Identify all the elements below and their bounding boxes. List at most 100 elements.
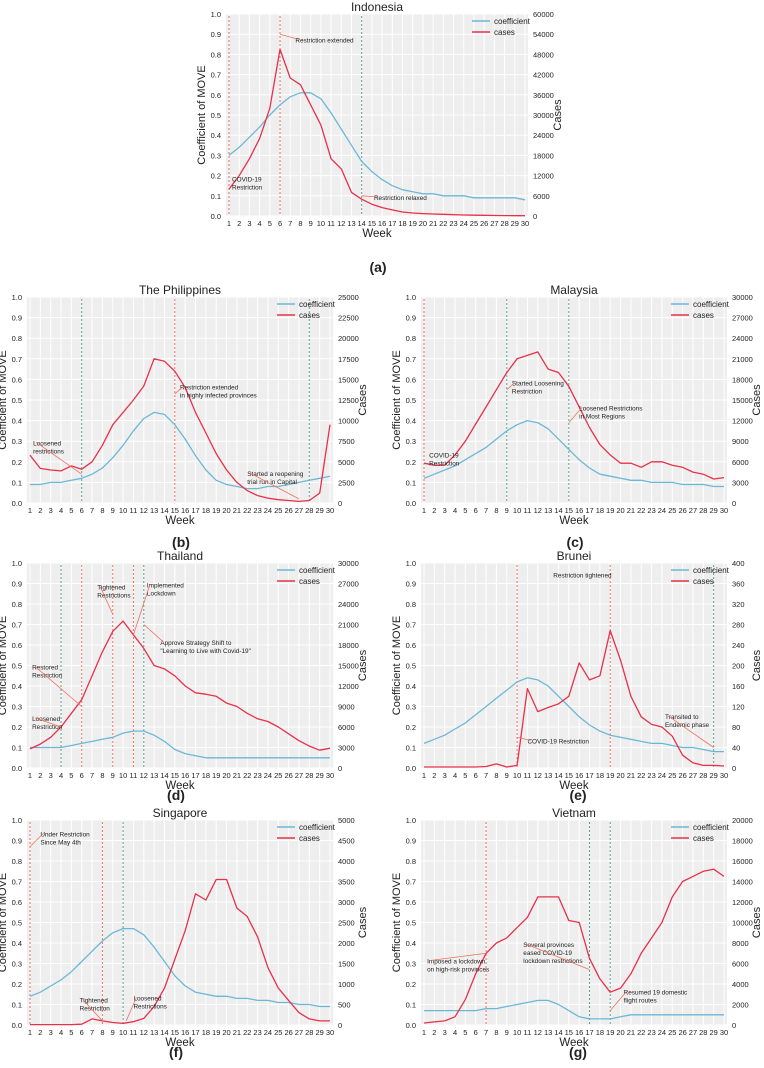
x-tick-label: 4 <box>453 771 457 780</box>
x-tick-label: 14 <box>554 1028 562 1037</box>
y2-tick-label: 0 <box>732 499 736 508</box>
x-tick-label: 13 <box>150 771 158 780</box>
chart-panel-a: Indonesia 0.0 0.1 0.2 0.3 0.4 0.5 0.6 0.7 0.8 0.9 1… <box>196 0 564 275</box>
x-tick-label: 14 <box>554 506 562 515</box>
y2-tick-label: 24000 <box>732 334 753 343</box>
annotation-arrow <box>133 584 151 635</box>
legend-label-cases: cases <box>299 311 320 320</box>
x-tick-label: 5 <box>463 1028 467 1037</box>
y-tick-label: 0.5 <box>12 662 22 671</box>
x-tick-label: 12 <box>534 771 542 780</box>
chart-title: Singapore <box>153 806 208 820</box>
x-tick-label: 3 <box>247 219 251 228</box>
y-tick-label: 0.7 <box>406 621 416 630</box>
x-tick-label: 11 <box>130 506 138 515</box>
x-axis-label: Week <box>165 1037 194 1049</box>
x-tick-label: 9 <box>111 1028 115 1037</box>
y-tick-label: 1.0 <box>406 293 416 302</box>
x-tick-label: 7 <box>484 771 488 780</box>
y2-tick-label: 20000 <box>338 334 359 343</box>
y-tick-label: 0.9 <box>406 837 416 846</box>
x-tick-label: 24 <box>264 771 272 780</box>
y2-tick-label: 7500 <box>338 437 355 446</box>
annotation-text: Loosened Restrictions in Most Regions <box>579 405 642 420</box>
y-tick-label: 0.4 <box>12 939 22 948</box>
x-tick-label: 19 <box>606 771 614 780</box>
x-axis-label: Week <box>559 780 588 792</box>
x-tick-label: 21 <box>627 506 635 515</box>
y2-tick-label: 0 <box>338 764 342 773</box>
x-tick-label: 10 <box>513 771 521 780</box>
series-line-coefficient <box>29 927 330 1008</box>
x-tick-label: 19 <box>212 1028 220 1037</box>
y2-tick-label: 2500 <box>338 478 355 487</box>
x-tick-label: 3 <box>49 1028 53 1037</box>
annotation-text: Imposed a lockdown on high-risk provinces <box>427 959 489 974</box>
y2-tick-label: 48000 <box>533 50 554 59</box>
x-tick-label: 9 <box>505 506 509 515</box>
x-tick-label: 7 <box>288 219 292 228</box>
legend-label-coefficient: coefficient <box>299 823 336 832</box>
x-tick-label: 22 <box>637 506 645 515</box>
y-tick-label: 0.3 <box>12 960 22 969</box>
x-tick-label: 3 <box>443 1028 447 1037</box>
x-tick-label: 5 <box>69 771 73 780</box>
y2-tick-label: 200 <box>732 662 745 671</box>
x-tick-label: 20 <box>616 771 624 780</box>
x-tick-label: 14 <box>554 771 562 780</box>
y2-axis-label: Cases <box>751 649 763 681</box>
x-tick-label: 25 <box>274 1028 282 1037</box>
y2-tick-label: 6000 <box>732 458 749 467</box>
y-tick-label: 0.9 <box>406 580 416 589</box>
y-tick-label: 0.5 <box>211 111 221 120</box>
x-tick-label: 5 <box>69 506 73 515</box>
y-tick-label: 0.3 <box>12 437 22 446</box>
y-tick-label: 1.0 <box>406 816 416 825</box>
annotation-arrow <box>250 472 300 500</box>
y-axis-label: Coefficient of MOVE <box>196 65 208 164</box>
y2-tick-label: 24000 <box>533 131 554 140</box>
x-tick-label: 13 <box>544 1028 552 1037</box>
x-tick-label: 26 <box>284 771 292 780</box>
y2-tick-label: 30000 <box>338 559 359 568</box>
y2-tick-label: 5000 <box>338 816 355 825</box>
x-tick-label: 14 <box>160 771 168 780</box>
y-tick-label: 0.7 <box>211 71 221 80</box>
y2-tick-label: 280 <box>732 621 745 630</box>
y2-tick-label: 9000 <box>732 437 749 446</box>
chart-title: Indonesia <box>351 0 403 14</box>
x-axis-label: Week <box>165 780 194 792</box>
panel-label: (a) <box>369 259 386 275</box>
x-tick-label: 15 <box>171 1028 179 1037</box>
x-tick-label: 23 <box>253 506 261 515</box>
annotation-arrow <box>279 33 299 40</box>
panel-label: (e) <box>569 787 586 803</box>
x-tick-label: 13 <box>150 1028 158 1037</box>
x-tick-label: 13 <box>150 506 158 515</box>
x-tick-label: 6 <box>474 1028 478 1037</box>
x-tick-label: 18 <box>202 1028 210 1037</box>
x-tick-label: 1 <box>422 1028 426 1037</box>
y-tick-label: 0.7 <box>406 355 416 364</box>
x-tick-label: 10 <box>317 219 325 228</box>
x-tick-label: 16 <box>181 1028 189 1037</box>
y2-tick-label: 320 <box>732 600 745 609</box>
x-tick-label: 17 <box>388 219 396 228</box>
x-tick-label: 8 <box>100 771 104 780</box>
y2-tick-label: 42000 <box>533 71 554 80</box>
x-tick-label: 26 <box>284 1028 292 1037</box>
x-tick-label: 16 <box>181 506 189 515</box>
annotation-arrow <box>361 195 377 198</box>
y-tick-label: 0.1 <box>12 478 22 487</box>
x-tick-label: 24 <box>658 771 666 780</box>
y2-tick-label: 21000 <box>732 355 753 364</box>
x-tick-label: 30 <box>720 506 728 515</box>
x-tick-label: 16 <box>575 771 583 780</box>
y-tick-label: 0.4 <box>406 682 416 691</box>
x-tick-label: 15 <box>565 1028 573 1037</box>
x-tick-label: 26 <box>284 506 292 515</box>
x-tick-label: 18 <box>202 771 210 780</box>
series-line-coefficient <box>228 92 526 201</box>
x-tick-label: 30 <box>326 771 334 780</box>
y-tick-label: 0.2 <box>406 458 416 467</box>
